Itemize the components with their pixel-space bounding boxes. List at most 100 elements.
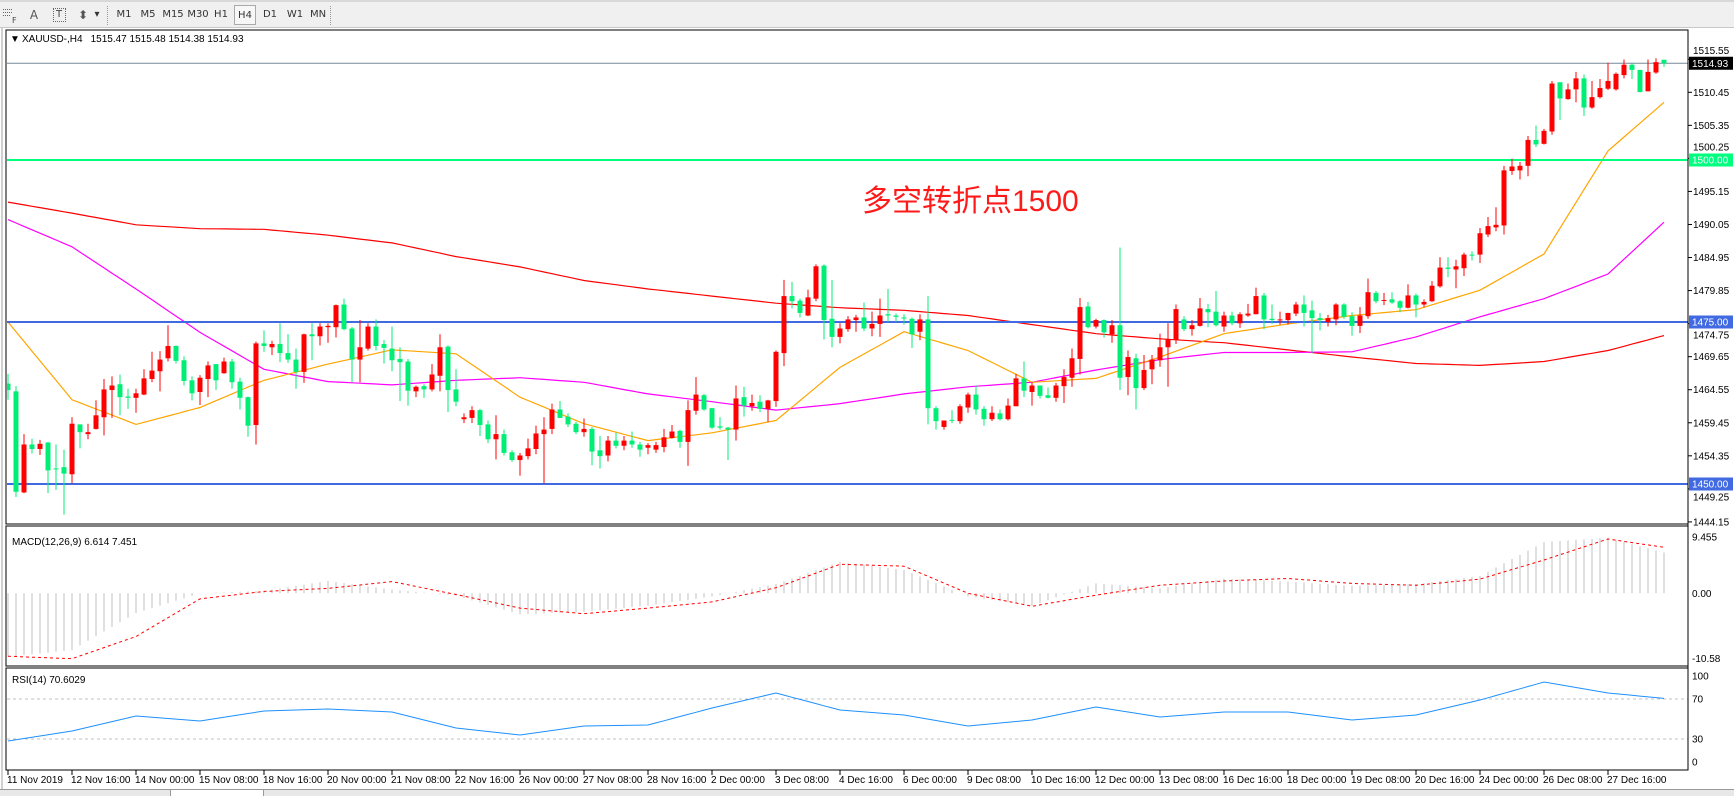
candle [181,356,187,386]
candle-body [797,300,803,313]
candle [1565,83,1571,100]
candle-body [1093,320,1099,327]
candle-body [757,401,763,409]
candle-body [1149,359,1155,370]
candle-body [837,328,843,337]
candle-body [1125,356,1131,378]
candle-body [957,406,963,422]
candle [637,441,643,457]
price-tick-label: 1484.95 [1693,253,1730,264]
candle-body [1253,296,1259,315]
candle [1213,290,1219,327]
candle [1605,62,1611,91]
candle-body [1061,377,1067,387]
grid-f-icon[interactable]: F [2,5,18,25]
candle-body [605,440,611,456]
candle-body [877,315,883,324]
candle [1245,303,1251,317]
candle [981,406,987,426]
moving-average-line-ma_fast [7,101,1665,442]
macd-label: MACD(12,26,9) 6.614 7.451 [12,537,138,548]
candle-body [1029,385,1035,392]
chart-tab-active[interactable] [170,790,264,796]
candle-body [1509,166,1515,172]
candle-body [501,434,507,453]
candle-body [653,445,659,450]
candle-body [1613,73,1619,90]
candle-body [781,296,787,354]
candle [461,413,467,424]
timeframe-mn[interactable]: MN [309,9,327,20]
arrows-icon[interactable]: ⬍ [77,8,89,22]
candle [749,394,755,411]
timeframe-h4[interactable]: H4 [234,5,256,25]
candle [1093,318,1099,329]
candle-body [1205,309,1211,313]
text-label-glyph: T [52,8,66,22]
candle [1109,320,1115,343]
candle [949,410,955,424]
candle-body [1213,311,1219,326]
timeframe-m5[interactable]: M5 [140,9,156,20]
candle-body [701,395,707,410]
bid-price-tag-label: 1514.93 [1692,59,1729,70]
candle [165,325,171,362]
candle-body [517,455,523,461]
candle-body [901,317,907,319]
timeframe-m1[interactable]: M1 [116,9,132,20]
annotation-text[interactable]: 多空转折点1500 [862,185,1079,218]
timeframe-m15[interactable]: M15 [162,9,184,20]
candle [205,361,211,398]
candle-body [821,265,827,321]
candle [925,296,931,425]
candle [533,425,539,455]
timeframe-m30[interactable]: M30 [187,9,209,20]
candle [901,314,907,325]
candle [277,323,283,363]
candle-body [245,397,251,426]
candle [1461,252,1467,276]
candle-body [253,343,259,426]
candle [1525,136,1531,177]
macd-plot [7,537,1665,660]
candle-body [229,361,235,383]
candle [1045,387,1051,399]
macd-axis-label: 9.455 [1692,533,1717,544]
candle [157,351,163,392]
timeframe-d1[interactable]: D1 [262,9,278,20]
candle [1037,385,1043,399]
timeframe-w1[interactable]: W1 [286,9,304,20]
rsi-axis-label: 100 [1692,672,1709,683]
text-a-icon[interactable]: A [29,8,39,22]
candle-body [357,347,363,360]
candle [269,340,275,356]
text-label-t-icon[interactable]: T [51,5,67,25]
chevron-down-icon[interactable]: ▾ [94,9,100,20]
candle-body [373,326,379,346]
candle [685,400,691,466]
header-marker[interactable]: ▼ [10,34,20,45]
candle-body [125,396,131,398]
candle-body [493,434,499,440]
candle-body [285,353,291,360]
candle-body [1461,254,1467,269]
candle-body [1285,312,1291,321]
candle-body [1085,306,1091,328]
candle [197,375,203,405]
candle-body [157,359,163,372]
candle [549,403,555,435]
candle-body [885,314,891,316]
candle-body [861,317,867,329]
candle [1453,259,1459,289]
candle [7,373,11,400]
candle-body [565,416,571,425]
candle [1005,398,1011,421]
candle-body [453,389,459,402]
timeframe-h1[interactable]: H1 [214,9,228,20]
candle [1221,311,1227,332]
candle [893,313,899,322]
candle [1509,158,1515,175]
price-tick-label: 1454.35 [1693,451,1730,462]
candle [117,374,123,416]
